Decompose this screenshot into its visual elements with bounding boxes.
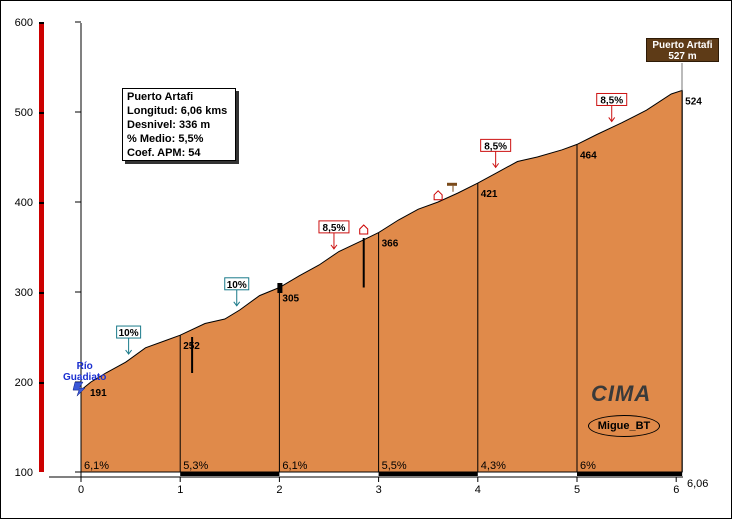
summit-label: Puerto Artafi 527 m [646, 38, 719, 62]
river-icon [72, 381, 86, 397]
km-elevation-label: 464 [580, 150, 597, 161]
y-tick-label: 100 [15, 467, 33, 479]
km-band [180, 472, 280, 476]
km-elevation-label: 366 [382, 239, 399, 250]
y-tick-label: 300 [15, 287, 33, 299]
km-elevation-label: 305 [282, 294, 299, 305]
x-tick-label: 5 [574, 484, 580, 496]
y-tick-label: 600 [15, 17, 33, 29]
max-grade-label: 8,5% [323, 223, 346, 234]
max-grade-arrowhead [330, 244, 338, 250]
max-grade-arrowhead [125, 349, 133, 355]
cima-logo: CIMA [591, 381, 652, 406]
max-grade-label: 8,5% [484, 141, 507, 152]
x-tick-label: 6 [673, 484, 679, 496]
elevation-scale-divider [39, 292, 44, 294]
x-tick-label: 4 [475, 484, 481, 496]
elevation-scale-segment [39, 22, 44, 112]
house-icon [359, 224, 369, 235]
summit-elevation: 527 m [668, 51, 697, 62]
author-badge: Migue_BT [588, 415, 660, 437]
km2-marker-icon [277, 283, 283, 293]
max-grade-arrowhead [233, 301, 241, 307]
info-name: Puerto Artafi [127, 91, 194, 103]
elevation-scale-divider [39, 202, 44, 204]
km-elevation-label: 421 [481, 189, 498, 200]
max-grade-arrowhead [608, 117, 616, 123]
river-label: Río Guadiato [63, 361, 106, 383]
elevation-scale-divider [39, 382, 44, 384]
elevation-scale-segment [39, 292, 44, 382]
info-length: Longitud: 6,06 kms [127, 105, 228, 117]
house-icon [433, 190, 443, 201]
x-tick-label: 2 [276, 484, 282, 496]
segment-grade-label: 6,1% [84, 460, 109, 472]
y-tick-label: 400 [15, 197, 33, 209]
info-gain: Desnivel: 336 m [127, 119, 211, 131]
elevation-scale-segment [39, 202, 44, 292]
km-band [378, 472, 478, 476]
signpost-icon [447, 182, 457, 186]
max-grade-label: 10% [227, 280, 247, 291]
segment-grade-label: 6% [580, 460, 596, 472]
info-average-grade: % Medio: 5,5% [127, 133, 204, 145]
km-elevation-label: 524 [685, 96, 702, 107]
segment-grade-label: 5,5% [382, 460, 407, 472]
segment-grade-label: 6,1% [282, 460, 307, 472]
segment-grade-label: 4,3% [481, 460, 506, 472]
elevation-scale-segment [39, 382, 44, 472]
x-tick-label: 3 [376, 484, 382, 496]
segment-grade-label: 5,3% [183, 460, 208, 472]
start-elevation-label: 191 [90, 388, 107, 399]
elevation-scale-divider [39, 112, 44, 114]
km-band [577, 472, 683, 476]
max-grade-label: 10% [119, 328, 139, 339]
max-grade-label: 8,5% [600, 95, 623, 106]
x-tick-label: 1 [177, 484, 183, 496]
x-end-label: 6,06 [687, 478, 708, 490]
max-grade-arrowhead [492, 163, 500, 169]
y-tick-label: 200 [15, 377, 33, 389]
river-label-line2: Guadiato [63, 372, 107, 383]
elevation-scale-divider [39, 22, 44, 24]
climb-info-box: Puerto Artafi Longitud: 6,06 kms Desnive… [122, 88, 236, 161]
summit-name: Puerto Artafi [652, 40, 713, 51]
river-label-line1: Río [76, 361, 93, 372]
x-tick-label: 0 [78, 484, 84, 496]
info-coefficient: Coef. APM: 54 [127, 147, 201, 159]
y-tick-label: 500 [15, 107, 33, 119]
elevation-scale-segment [39, 112, 44, 202]
